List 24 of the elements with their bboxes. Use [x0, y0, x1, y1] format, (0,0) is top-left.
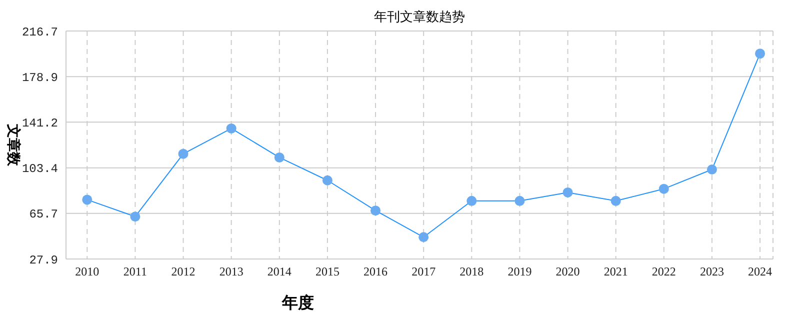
y-tick-label: 65.7 [29, 208, 58, 222]
y-tick-label: 178.9 [22, 70, 58, 85]
y-tick-label: 216.7 [22, 25, 58, 40]
x-tick-label: 2015 [315, 264, 340, 279]
x-tick-label: 2020 [556, 264, 580, 279]
y-axis-title: 文章数 [4, 124, 22, 166]
x-tick-label: 2017 [412, 264, 436, 279]
y-tick-label: 103.4 [22, 162, 58, 176]
x-tick-label: 2022 [652, 264, 676, 279]
x-tick-label: 2018 [460, 264, 484, 279]
x-tick-label: 2014 [267, 264, 292, 279]
y-tick-label: 141.2 [22, 116, 58, 130]
x-tick-label: 2011 [123, 264, 147, 279]
x-tick-label: 2019 [508, 264, 532, 279]
x-tick-label: 2024 [748, 264, 772, 279]
x-tick-label: 2012 [171, 264, 196, 279]
y-tick-label: 27.9 [29, 253, 58, 268]
x-tick-label: 2013 [219, 264, 244, 279]
chart-title: 年刊文章数趋势 [373, 8, 466, 26]
x-tick-label: 2021 [604, 264, 628, 279]
x-tick-label: 2010 [75, 264, 100, 279]
x-tick-label: 2023 [700, 264, 724, 279]
x-axis-title: 年度 [280, 293, 315, 314]
x-tick-label: 2016 [364, 264, 388, 279]
